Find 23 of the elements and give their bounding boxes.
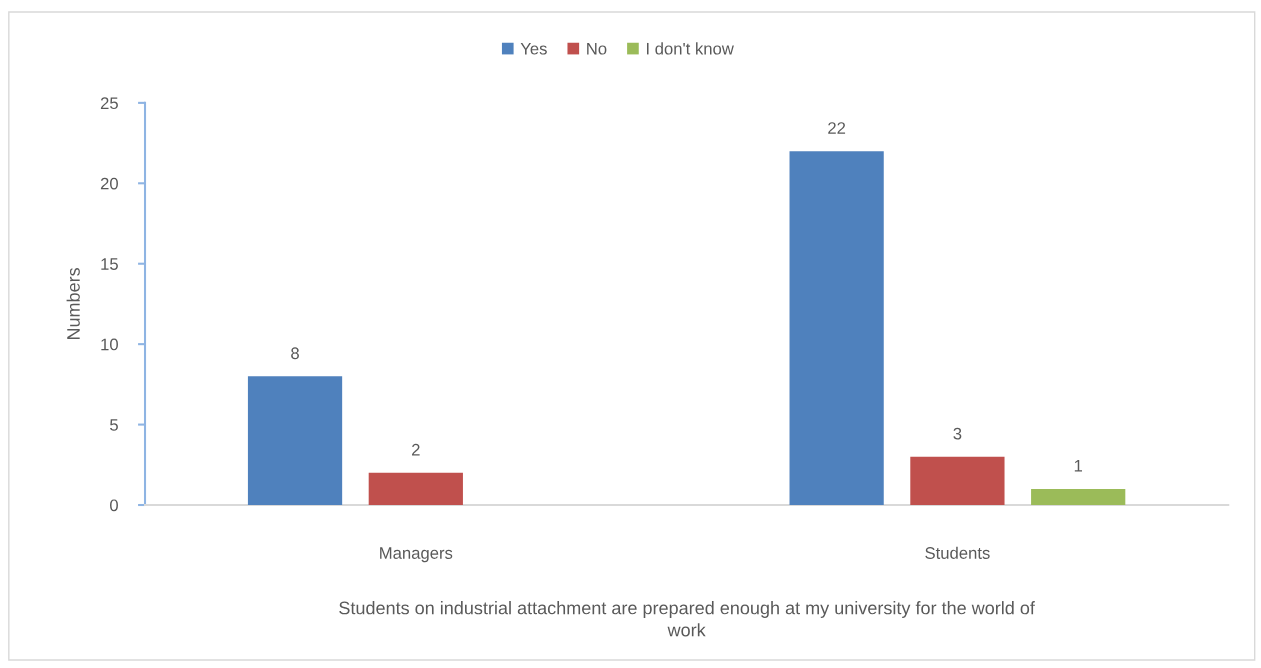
legend-label: No — [587, 42, 607, 55]
y-tick-label: 10 — [101, 338, 118, 351]
y-tick-label: 0 — [110, 499, 118, 512]
y-tick-label: 15 — [101, 258, 118, 270]
data-label: 22 — [828, 122, 846, 134]
data-label: 2 — [412, 443, 420, 456]
x-tick-label: Students — [925, 546, 990, 559]
bar — [789, 151, 884, 506]
bar — [247, 376, 343, 506]
bar — [368, 472, 463, 506]
x-tick-label: Managers — [380, 547, 453, 563]
y-tick-label: 25 — [100, 97, 118, 110]
bar — [1031, 488, 1126, 506]
legend-label: Yes — [520, 42, 547, 55]
y-tick-label: 20 — [100, 177, 118, 190]
y-axis-title: Numbers — [66, 267, 80, 340]
y-tick-label: 5 — [110, 419, 118, 431]
data-label: 8 — [291, 347, 299, 360]
data-label: 3 — [953, 427, 962, 440]
legend-label: I don't know — [646, 42, 734, 55]
x-axis-title: Students on industrial attachment are prepared enough at my university for the world of work — [339, 601, 1035, 637]
data-label: 1 — [1074, 460, 1083, 472]
bar — [910, 456, 1005, 506]
